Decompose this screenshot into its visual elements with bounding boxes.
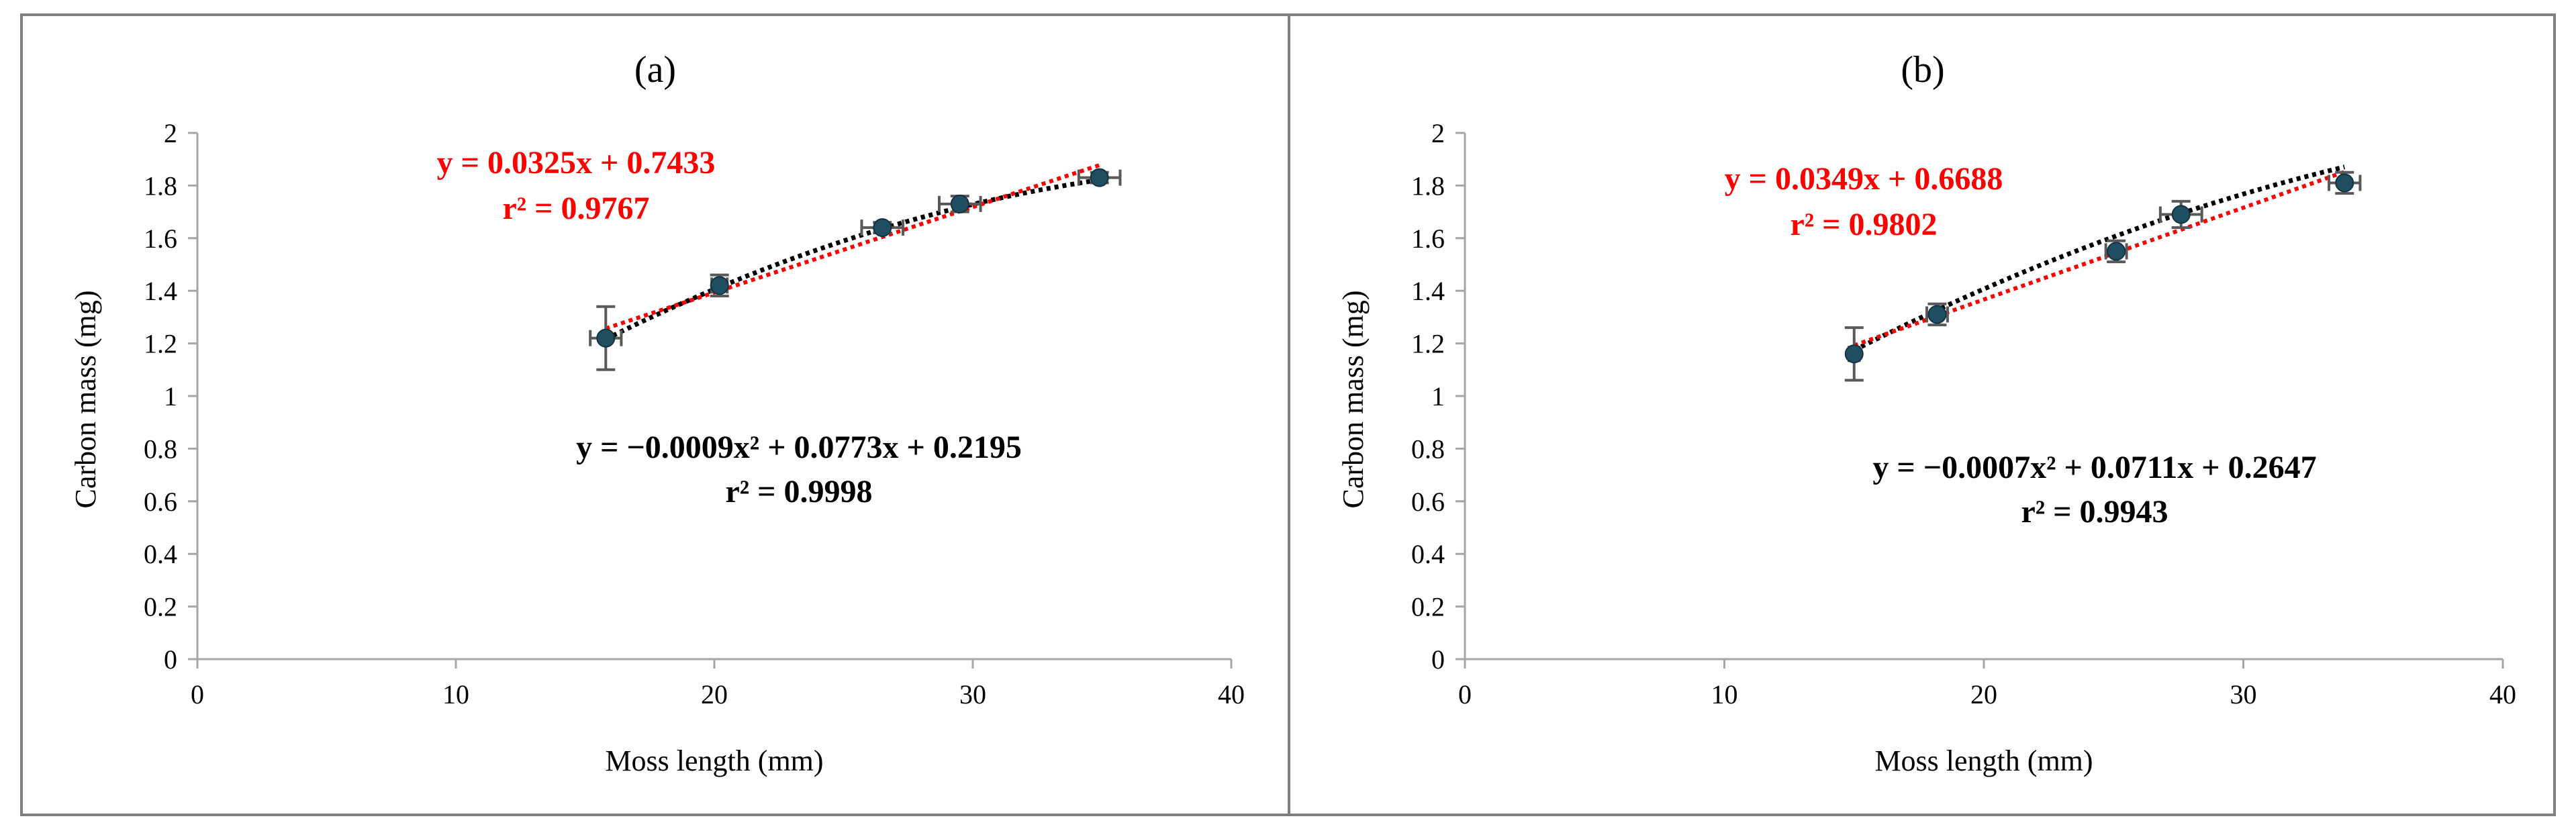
panel-a-x-axis-title: Moss length (mm) [605,744,823,777]
panel-b-poly-fit-equation: y = −0.0007x² + 0.0711x + 0.2647 [1872,450,2316,485]
panel-b-poly-fit-r2: r² = 0.9943 [2021,494,2168,530]
panel-b-data-point [2171,205,2191,224]
panel-a-y-tick-label: 1 [164,381,177,411]
panel-a-y-axis-title: Carbon mass (mg) [69,290,102,508]
panel-a-poly-fit-line [604,177,1100,342]
panel-b-data-point [2335,173,2354,193]
chart-panel-b: (b) 0 10 20 30 40 0 0.2 0.4 0.6 0.8 1 1.2 1.4 1.6 1.8 2… [1337,49,2516,777]
panel-a-x-tick-label: 10 [442,679,469,709]
panel-a-x-tick-label: 40 [1218,679,1245,709]
panel-a-y-tick-label: 0 [164,644,177,675]
panel-b-y-tick-label: 0.4 [1411,539,1445,569]
panel-b-x-tick-label: 20 [1970,679,1997,709]
panel-b-y-axis-title: Carbon mass (mg) [1337,290,1370,508]
panel-a-axes: 0 10 20 30 40 0 0.2 0.4 0.6 0.8 1 1.2 1.4 1.6 1.8 2 [144,118,1245,709]
panel-b-x-tick-label: 40 [2489,679,2516,709]
panel-a-data-point [950,194,969,213]
panel-a-poly-fit-equation: y = −0.0009x² + 0.0773x + 0.2195 [576,430,1022,465]
panel-b-y-tick-label: 0.8 [1411,434,1445,464]
panel-b-axes: 0 10 20 30 40 0 0.2 0.4 0.6 0.8 1 1.2 1.4 1.6 1.8 2 [1411,118,2516,709]
panel-a-y-tick-label: 0.4 [144,539,177,569]
panel-a-x-tick-label: 0 [191,679,204,709]
panel-b-data-point [1844,344,1864,364]
panel-b-x-tick-label: 30 [2230,679,2257,709]
panel-a-x-tick-label: 20 [701,679,728,709]
panel-b-y-tick-label: 2 [1431,118,1445,148]
panel-b-y-tick-label: 1.2 [1411,329,1445,359]
panel-b-y-tick-label: 0.2 [1411,592,1445,622]
panel-a-x-tick-label: 30 [959,679,986,709]
panel-a-poly-fit-r2: r² = 0.9998 [725,474,872,509]
panel-b-y-tick-label: 1 [1431,381,1445,411]
panel-b-linear-fit-line [1853,170,2346,348]
panel-a-data-point [596,328,616,348]
panel-b-y-tick-label: 1.8 [1411,170,1445,201]
panel-a-data-point [873,218,892,238]
panel-a-y-tick-label: 2 [164,118,177,148]
panel-a-y-tick-label: 1.8 [144,170,177,201]
panel-a-data-point [1090,168,1109,187]
panel-b-y-tick-label: 1.4 [1411,276,1445,306]
panel-b-y-tick-label: 0 [1431,644,1445,675]
panel-a-y-tick-label: 0.6 [144,487,177,517]
panel-a-data-point [710,276,729,295]
chart-panel-a: (a) 0 10 20 30 40 0 0.2 0.4 0.6 0.8 1 1.2 1.4 1.6 1.8 2… [69,49,1245,777]
panel-a-label: (a) [634,49,676,91]
panel-b-y-tick-label: 1.6 [1411,224,1445,254]
panel-b-data-point [1927,305,1947,324]
panel-a-y-tick-label: 1.2 [144,329,177,359]
panel-b-x-tick-label: 10 [1711,679,1738,709]
panel-b-data-point [2107,242,2126,261]
panel-a-y-tick-label: 1.6 [144,224,177,254]
panel-b-x-axis-title: Moss length (mm) [1874,744,2093,777]
panel-b-frame [1288,13,2556,816]
panel-a-y-tick-label: 0.2 [144,592,177,622]
panel-a-linear-fit-line [605,163,1100,331]
panel-a-y-tick-label: 0.8 [144,434,177,464]
panel-b-linear-fit-equation: y = 0.0349x + 0.6688 [1725,161,2003,197]
panel-a-frame [20,13,1290,816]
panel-b-linear-fit-r2: r² = 0.9802 [1790,207,1937,242]
panel-a-y-tick-label: 1.4 [144,276,177,306]
panel-b-label: (b) [1901,49,1944,91]
panel-b-y-tick-label: 0.6 [1411,487,1445,517]
panel-a-linear-fit-r2: r² = 0.9767 [502,191,649,226]
panel-b-x-tick-label: 0 [1458,679,1472,709]
panel-a-linear-fit-equation: y = 0.0325x + 0.7433 [437,145,716,181]
